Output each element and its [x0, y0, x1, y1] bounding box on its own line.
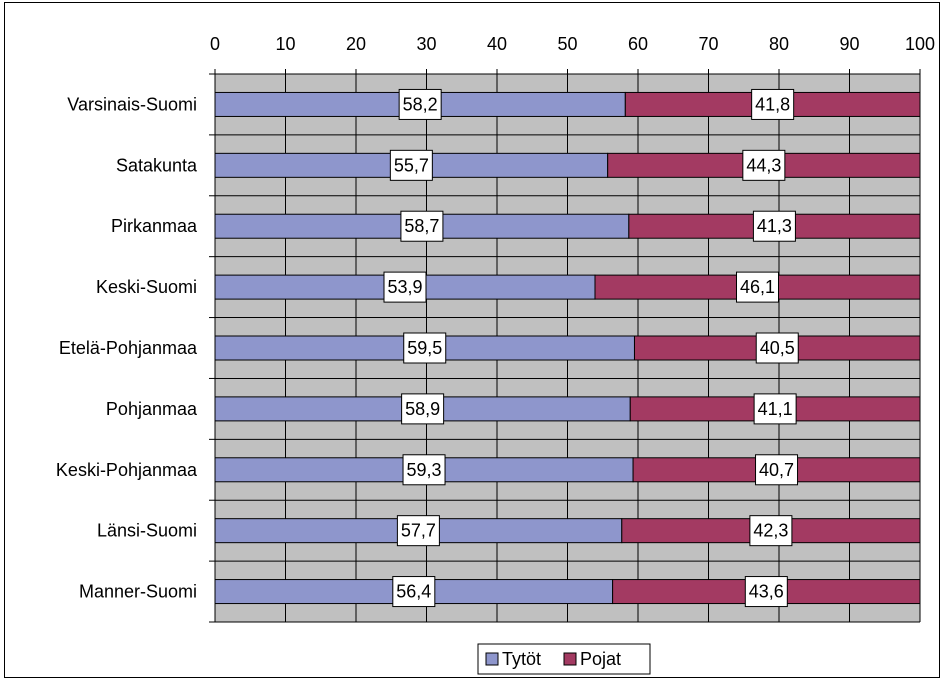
x-tick-label: 40 [487, 34, 507, 54]
data-label: 57,7 [401, 521, 436, 541]
data-label: 40,7 [759, 460, 794, 480]
data-label-box [753, 393, 797, 425]
data-label: 56,4 [396, 582, 431, 602]
data-label: 58,7 [404, 216, 439, 236]
data-label: 58,9 [405, 399, 440, 419]
data-label-box [402, 454, 446, 486]
data-label-box [389, 149, 433, 181]
category-label: Etelä-Pohjanmaa [59, 338, 198, 358]
category-label: Keski-Pohjanmaa [56, 460, 198, 480]
data-label: 53,9 [387, 277, 422, 297]
data-label: 40,5 [760, 338, 795, 358]
data-label-box [749, 515, 793, 547]
data-label-box [744, 576, 788, 608]
data-label-box [755, 332, 799, 364]
category-label: Varsinais-Suomi [67, 94, 197, 114]
legend-swatch [563, 652, 577, 666]
x-tick-label: 60 [628, 34, 648, 54]
legend-label: Tytöt [502, 649, 541, 669]
category-label: Satakunta [116, 155, 198, 175]
data-label-box [751, 88, 795, 120]
x-tick-label: 10 [275, 34, 295, 54]
category-label: Länsi-Suomi [97, 521, 197, 541]
data-label-box [396, 515, 440, 547]
x-tick-label: 0 [210, 34, 220, 54]
data-label-box [755, 454, 799, 486]
x-tick-label: 30 [416, 34, 436, 54]
data-label: 43,6 [749, 582, 784, 602]
x-tick-label: 100 [905, 34, 935, 54]
x-tick-label: 50 [557, 34, 577, 54]
category-label: Keski-Suomi [96, 277, 197, 297]
category-label: Manner-Suomi [79, 582, 197, 602]
data-label-box [735, 271, 779, 303]
data-label-box [400, 210, 444, 242]
category-label: Pirkanmaa [111, 216, 198, 236]
data-label: 41,1 [758, 399, 793, 419]
data-label: 44,3 [746, 155, 781, 175]
data-label-box [392, 576, 436, 608]
x-tick-label: 90 [839, 34, 859, 54]
data-label: 42,3 [753, 521, 788, 541]
data-label: 59,3 [407, 460, 442, 480]
data-label: 59,5 [407, 338, 442, 358]
category-label: Pohjanmaa [106, 399, 198, 419]
legend-swatch [485, 652, 499, 666]
data-label: 55,7 [394, 155, 429, 175]
data-label: 58,2 [403, 94, 438, 114]
data-label-box [742, 149, 786, 181]
data-label: 41,8 [755, 94, 790, 114]
data-label-box [383, 271, 427, 303]
x-tick-label: 20 [346, 34, 366, 54]
data-label: 41,3 [757, 216, 792, 236]
x-tick-label: 70 [698, 34, 718, 54]
data-label-box [752, 210, 796, 242]
legend-label: Pojat [580, 649, 621, 669]
data-label-box [401, 393, 445, 425]
data-label-box [398, 88, 442, 120]
data-label-box [403, 332, 447, 364]
data-label: 46,1 [740, 277, 775, 297]
x-tick-label: 80 [769, 34, 789, 54]
